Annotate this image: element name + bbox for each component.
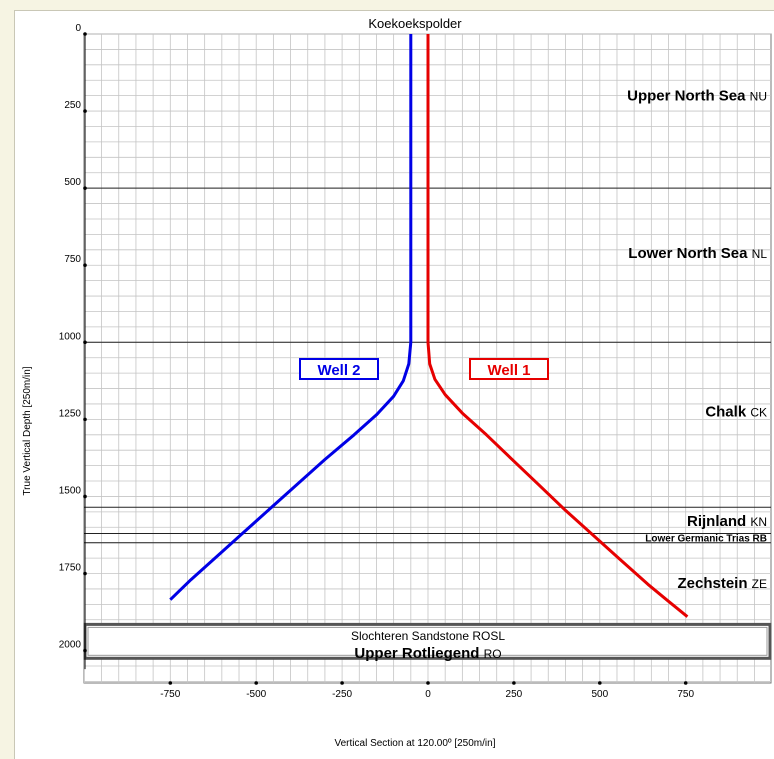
x-tick-label: 250 bbox=[506, 689, 523, 700]
y-tick-dot bbox=[83, 417, 87, 422]
y-tick-dot bbox=[83, 648, 87, 653]
y-tick-label: 2000 bbox=[59, 640, 82, 651]
y-tick-label: 0 bbox=[75, 23, 81, 34]
chart-frame: 0 250 500 750 1000 1250 1500 1750 2000 -750 -500 -2… bbox=[14, 10, 774, 759]
well-label: Well 2 bbox=[317, 362, 360, 379]
x-tick-label: 500 bbox=[591, 689, 608, 700]
x-tick-dot bbox=[254, 681, 258, 685]
x-tick-label: -750 bbox=[160, 689, 180, 700]
x-tick-label: 0 bbox=[425, 689, 431, 700]
reservoir-box-inner bbox=[87, 626, 768, 656]
y-tick-label: 1250 bbox=[59, 408, 82, 419]
x-axis-label: Vertical Section at 120.00º [250m/in] bbox=[335, 738, 496, 749]
formation-label: Chalk CK bbox=[705, 404, 767, 421]
y-tick-label: 250 bbox=[64, 100, 81, 111]
x-tick-dot bbox=[598, 681, 602, 685]
y-tick-dot bbox=[83, 340, 87, 345]
formation-label: Upper North Sea NU bbox=[627, 88, 767, 105]
axes: 0 250 500 750 1000 1250 1500 1750 2000 -750 -500 -2… bbox=[59, 23, 695, 700]
y-tick-label: 1500 bbox=[59, 485, 82, 496]
x-tick-dot bbox=[683, 681, 688, 685]
x-tick-label: -250 bbox=[332, 689, 352, 700]
y-tick-dot bbox=[83, 32, 87, 36]
x-tick-dot bbox=[512, 681, 516, 685]
well-trajectory-chart: 0 250 500 750 1000 1250 1500 1750 2000 -750 -500 -2… bbox=[22, 16, 772, 749]
y-tick-dot bbox=[83, 571, 87, 576]
y-tick-label: 1000 bbox=[59, 331, 82, 342]
well-labels: Well 2 Well 1 bbox=[299, 358, 549, 380]
well-label-box bbox=[469, 358, 549, 380]
well-label: Well 1 bbox=[487, 362, 530, 379]
y-tick-label: 500 bbox=[64, 177, 81, 188]
formation-label: Lower Germanic Trias RB bbox=[645, 534, 767, 545]
x-tick-label: 750 bbox=[677, 689, 694, 700]
well-label-box bbox=[299, 358, 379, 380]
series bbox=[169, 34, 689, 618]
x-tick-dot bbox=[168, 681, 173, 685]
y-tick-dot bbox=[83, 263, 87, 268]
x-tick-dot bbox=[426, 681, 430, 685]
y-tick-dot bbox=[83, 186, 87, 190]
chart-title: Koekoekspolder bbox=[368, 16, 462, 31]
y-tick-label: 750 bbox=[64, 254, 81, 265]
y-tick-label: 1750 bbox=[59, 563, 82, 574]
x-tick-dot bbox=[340, 681, 344, 685]
y-axis-label: True Vertical Depth [250m/in] bbox=[22, 366, 33, 495]
formation-label: Lower North Sea NL bbox=[628, 245, 767, 262]
y-tick-dot bbox=[83, 109, 87, 113]
formation-label: Rijnland KN bbox=[687, 513, 767, 530]
series-line-well-1 bbox=[426, 34, 689, 618]
y-tick-dot bbox=[83, 494, 87, 499]
series-line-well-2 bbox=[169, 34, 413, 601]
formation-label: Zechstein ZE bbox=[677, 575, 767, 592]
x-tick-label: -500 bbox=[246, 689, 266, 700]
formation-label: Slochteren Sandstone ROSL bbox=[351, 629, 505, 643]
formation-labels: Upper North Sea NU Lower North Sea NL Chal… bbox=[351, 88, 767, 662]
formation-label: Upper Rotliegend RO bbox=[354, 645, 501, 662]
